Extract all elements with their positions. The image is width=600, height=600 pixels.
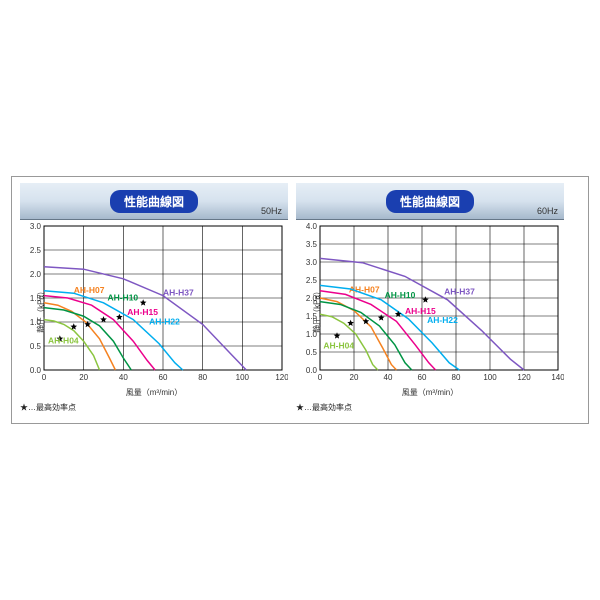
svg-text:3.0: 3.0: [306, 258, 318, 267]
chart-title: 性能曲線図: [386, 190, 474, 213]
svg-text:0: 0: [318, 373, 323, 382]
svg-text:120: 120: [517, 373, 531, 382]
svg-text:AH-H07: AH-H07: [74, 285, 105, 295]
chart-svg: 0204060801001201400.00.51.01.52.02.53.03…: [296, 220, 564, 390]
svg-text:2.5: 2.5: [306, 276, 318, 285]
chart-50hz: 性能曲線図 50Hz 静圧（kPa） 0 20 40 60 80 100 120 0.0 0.5…: [20, 183, 288, 413]
svg-text:40: 40: [384, 373, 393, 382]
chart-60hz: 性能曲線図 60Hz 静圧（kPa） 0 20 40 60 80 100 120 140 0.0…: [296, 183, 564, 413]
chart-row: 性能曲線図 50Hz 静圧（kPa） 0 20 40 60 80 100 120 0.0 0.5…: [20, 183, 580, 413]
svg-text:120: 120: [275, 373, 288, 382]
hz-label: 60Hz: [537, 206, 558, 216]
svg-text:4.0: 4.0: [306, 222, 318, 231]
svg-text:3.0: 3.0: [30, 222, 42, 231]
svg-text:AH-H15: AH-H15: [127, 307, 158, 317]
plot-area: 静圧（kPa） 0204060801001201400.00.51.01.52.…: [296, 220, 564, 400]
svg-text:80: 80: [452, 373, 461, 382]
svg-text:40: 40: [119, 373, 128, 382]
chart-frame: 性能曲線図 50Hz 静圧（kPa） 0 20 40 60 80 100 120 0.0 0.5…: [11, 176, 589, 424]
svg-text:20: 20: [79, 373, 88, 382]
svg-text:20: 20: [350, 373, 359, 382]
x-axis-label: 風量（m³/min）: [126, 387, 182, 398]
svg-text:AH-H10: AH-H10: [385, 290, 416, 300]
svg-text:140: 140: [551, 373, 564, 382]
svg-text:0.5: 0.5: [306, 348, 318, 357]
chart-svg: 0204060801001200.00.51.01.52.02.53.0AH-H…: [20, 220, 288, 390]
svg-text:2.5: 2.5: [30, 246, 42, 255]
svg-text:60: 60: [159, 373, 168, 382]
svg-text:AH-H10: AH-H10: [107, 292, 138, 302]
svg-text:80: 80: [198, 373, 207, 382]
svg-text:AH-H37: AH-H37: [444, 286, 475, 296]
svg-text:100: 100: [483, 373, 497, 382]
x-axis-label: 風量（m³/min）: [402, 387, 458, 398]
hz-label: 50Hz: [261, 206, 282, 216]
svg-text:0: 0: [42, 373, 47, 382]
svg-text:100: 100: [236, 373, 250, 382]
y-axis-label: 静圧（kPa）: [311, 287, 322, 333]
svg-text:3.5: 3.5: [306, 240, 318, 249]
svg-text:2.0: 2.0: [30, 270, 42, 279]
footnote: ★…最高効率点: [296, 402, 564, 413]
title-band: 性能曲線図 60Hz: [296, 183, 564, 220]
svg-text:AH-H37: AH-H37: [163, 288, 194, 298]
svg-text:60: 60: [418, 373, 427, 382]
chart-title: 性能曲線図: [110, 190, 198, 213]
svg-text:AH-H22: AH-H22: [427, 315, 458, 325]
svg-text:0.0: 0.0: [30, 366, 42, 375]
svg-text:AH-H22: AH-H22: [149, 316, 180, 326]
title-band: 性能曲線図 50Hz: [20, 183, 288, 220]
svg-text:0.5: 0.5: [30, 342, 42, 351]
plot-area: 静圧（kPa） 0204060801001200.00.51.01.52.02.…: [20, 220, 288, 400]
svg-text:AH-H04: AH-H04: [323, 340, 354, 350]
svg-text:0.0: 0.0: [306, 366, 318, 375]
footnote: ★…最高効率点: [20, 402, 288, 413]
y-axis-label: 静圧（kPa）: [35, 287, 46, 333]
svg-text:AH-H04: AH-H04: [48, 336, 79, 346]
